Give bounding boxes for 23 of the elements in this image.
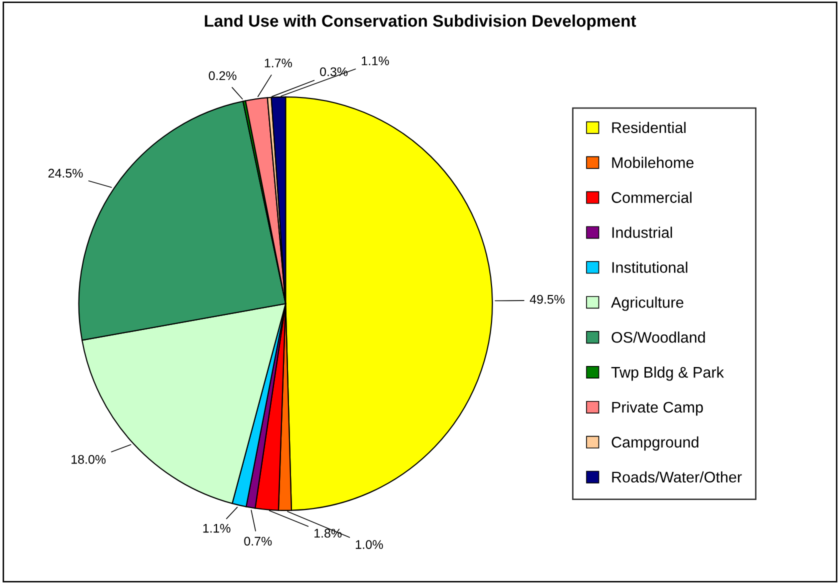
legend-label: OS/Woodland — [612, 332, 705, 343]
legend-label: Mobilehome — [612, 156, 694, 168]
data-label: 1.1% — [362, 56, 389, 66]
legend-label: Agriculture — [611, 296, 684, 311]
data-label: 0.7% — [244, 536, 272, 546]
data-label: 0.2% — [208, 71, 236, 80]
data-label: 1.1% — [203, 524, 230, 533]
data-label: 49.5% — [530, 294, 565, 304]
legend-label: Commercial — [612, 192, 692, 203]
chart-title: Land Use with Conservation Subdivision Development — [204, 14, 636, 30]
data-label: 0.3% — [320, 67, 348, 76]
legend-label: Roads/Water/Other — [612, 471, 742, 483]
data-label: 1.0% — [356, 540, 383, 549]
legend-label: Institutional — [612, 262, 688, 273]
data-label: 18.0% — [72, 454, 106, 464]
legend-label: Private Camp — [612, 401, 703, 416]
data-label: 1.8% — [314, 528, 342, 538]
legend-label: Industrial — [612, 226, 672, 238]
legend-label: Campground — [612, 436, 698, 451]
data-label: 24.5% — [48, 168, 83, 178]
legend-label: Residential — [612, 122, 686, 134]
data-label: 1.7% — [264, 58, 292, 68]
legend-label: Twp Bldg & Park — [611, 366, 724, 381]
